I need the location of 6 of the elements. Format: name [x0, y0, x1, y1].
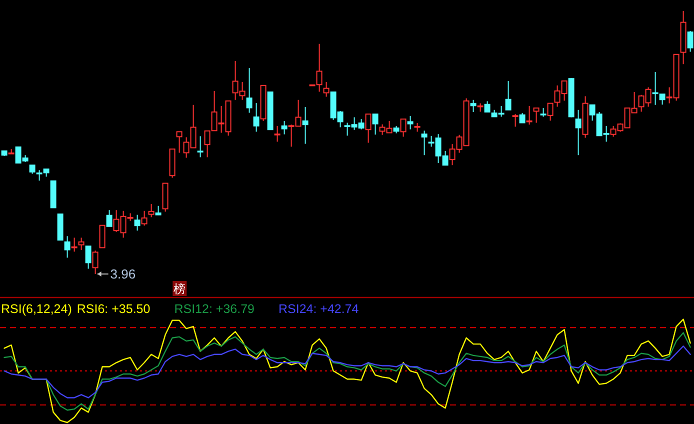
chart-title: RSI(6,12,24): [1, 302, 72, 316]
text: RSI24: +42.74: [278, 302, 359, 316]
text: 榜: [174, 282, 186, 296]
series-label: RSI6: +35.50: [76, 302, 150, 316]
series-label: RSI12: +36.79: [174, 302, 255, 316]
annotation: 3.96: [110, 266, 136, 282]
